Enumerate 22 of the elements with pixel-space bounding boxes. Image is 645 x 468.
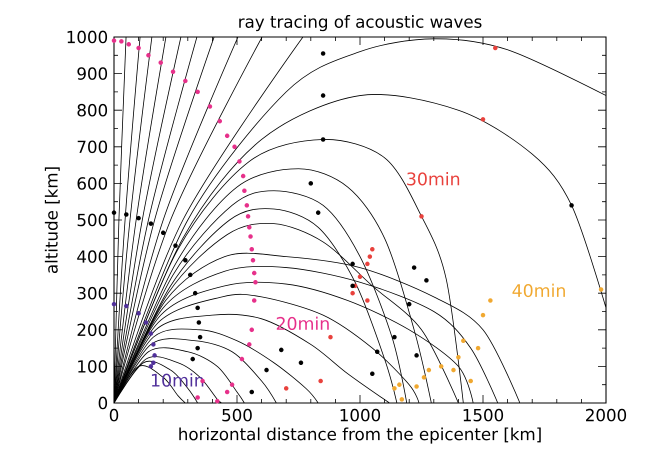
x-tick-label: 500 — [222, 408, 252, 422]
y-tick-label: 1000 — [68, 30, 108, 44]
chart-title: ray tracing of acoustic waves — [239, 15, 482, 32]
x-tick-label: 1500 — [464, 408, 504, 422]
y-tick-label: 200 — [78, 323, 108, 336]
y-tick-label: 500 — [78, 214, 108, 226]
y-axis-title: altitude [km] — [44, 167, 60, 274]
x-tick-label: 0 — [110, 408, 118, 422]
x-axis-title: horizontal distance from the epicenter [km] — [179, 427, 541, 444]
y-tick-label: 0 — [98, 396, 108, 410]
annotation: 30min — [407, 172, 460, 186]
x-tick-label: 1000 — [340, 408, 380, 422]
annotation: 20min — [276, 316, 329, 330]
y-tick-label: 400 — [77, 250, 108, 263]
annotation: 40min — [512, 284, 565, 298]
y-tick-label: 100 — [78, 360, 108, 373]
y-tick-label: 300 — [78, 286, 108, 300]
y-tick-label: 800 — [77, 104, 108, 116]
x-tick-label: 2000 — [586, 408, 626, 422]
y-tick-label: 600 — [78, 177, 108, 190]
y-tick-label: 700 — [78, 140, 108, 154]
y-tick-label: 900 — [77, 67, 108, 80]
